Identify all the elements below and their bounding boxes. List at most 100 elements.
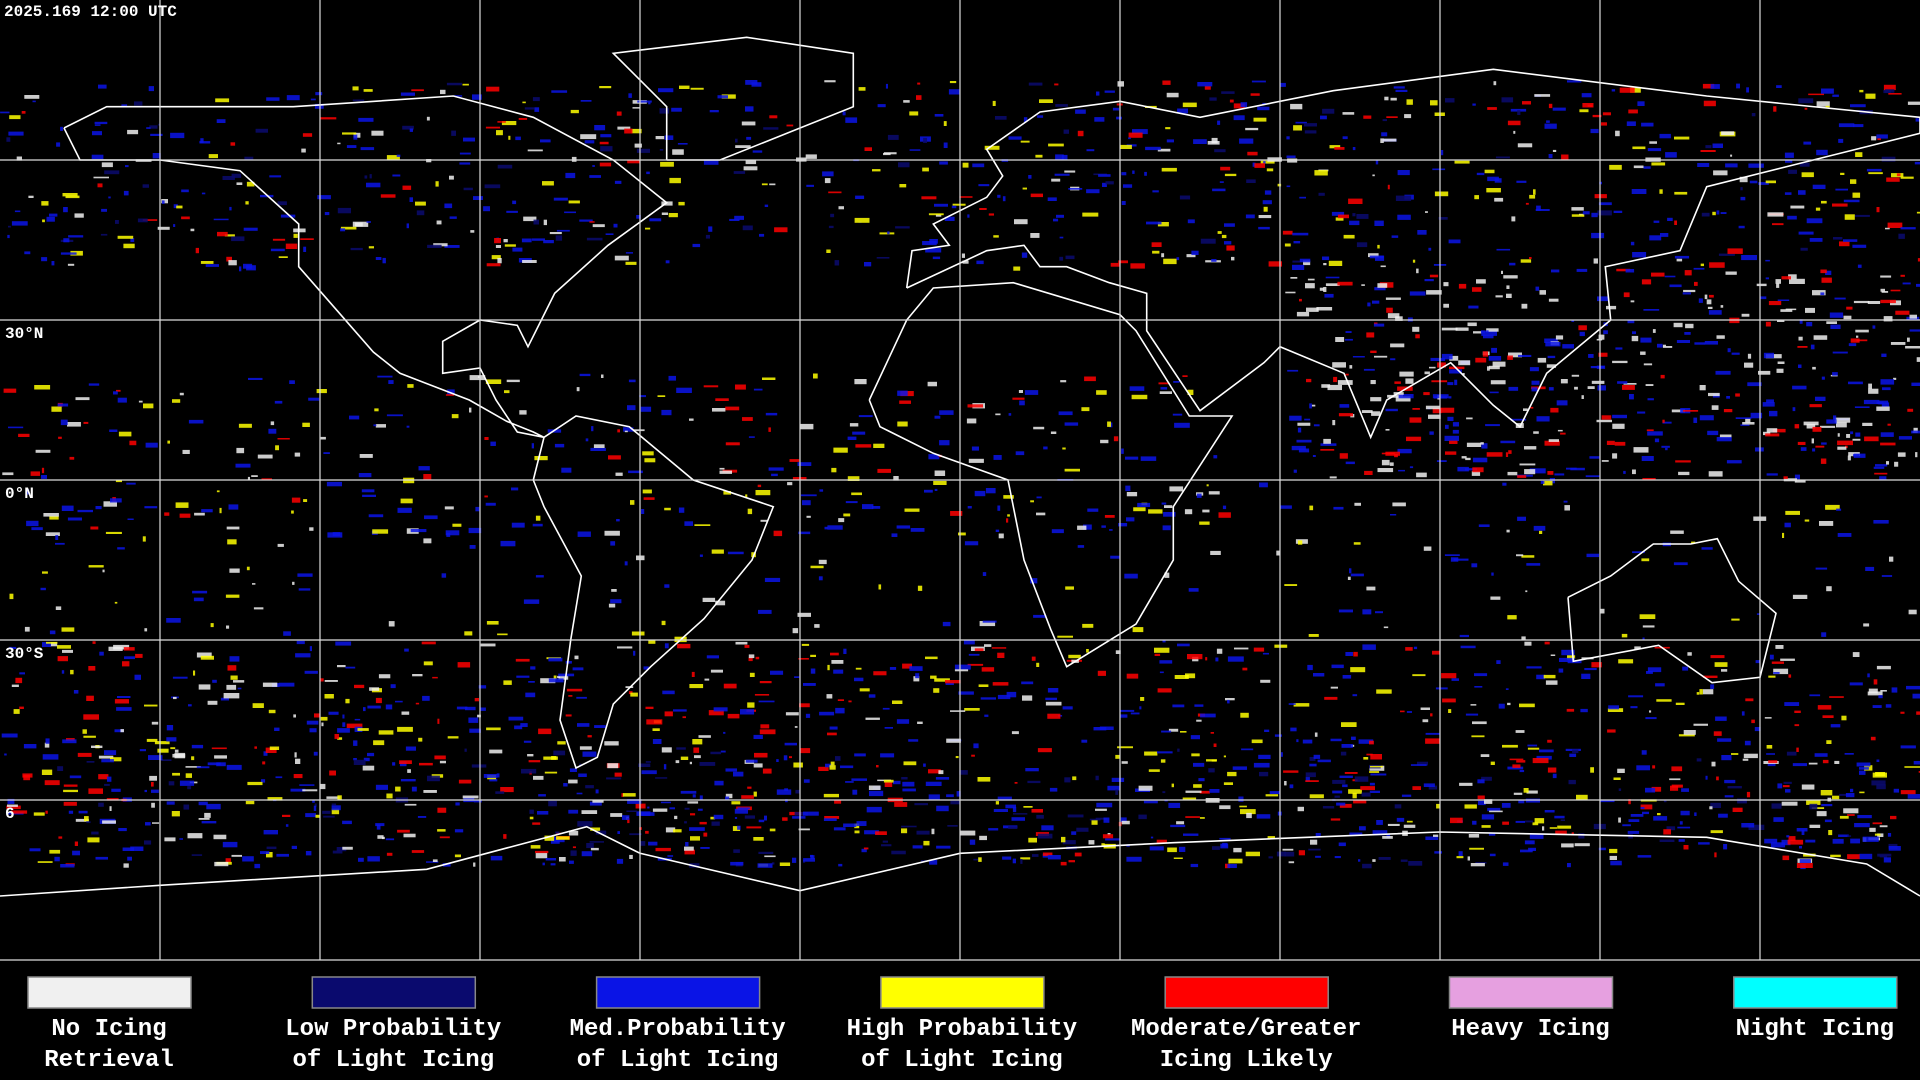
- icing-speckle: [1476, 279, 1486, 284]
- icing-speckle: [1150, 836, 1154, 839]
- icing-speckle: [708, 710, 724, 716]
- icing-speckle: [320, 436, 326, 440]
- icing-speckle: [1820, 425, 1836, 428]
- icing-speckle: [1805, 307, 1815, 313]
- icing-speckle: [329, 770, 336, 776]
- icing-speckle: [1223, 782, 1233, 785]
- icing-speckle: [1803, 421, 1819, 426]
- icing-speckle: [223, 693, 240, 699]
- icing-speckle: [1900, 711, 1905, 714]
- icing-speckle: [967, 663, 984, 666]
- icing-speckle: [1784, 152, 1794, 158]
- icing-speckle: [713, 707, 728, 712]
- icing-speckle: [1036, 814, 1044, 819]
- icing-speckle: [1909, 314, 1917, 319]
- icing-speckle: [903, 100, 910, 103]
- icing-speckle: [568, 809, 579, 814]
- icing-speckle: [1288, 861, 1295, 864]
- icing-speckle: [342, 714, 345, 719]
- icing-speckle: [1627, 830, 1640, 834]
- icing-speckle: [107, 776, 112, 782]
- icing-speckle: [230, 142, 236, 146]
- icing-speckle: [1772, 428, 1786, 433]
- icing-speckle: [117, 696, 131, 698]
- icing-speckle: [792, 628, 799, 634]
- icing-speckle: [854, 217, 870, 223]
- icing-speckle: [1343, 234, 1355, 239]
- icing-speckle: [978, 857, 982, 862]
- icing-speckle: [710, 816, 716, 820]
- icing-speckle: [1777, 319, 1785, 322]
- icing-speckle: [314, 103, 324, 109]
- icing-speckle: [629, 833, 642, 836]
- icing-speckle: [587, 735, 592, 738]
- icing-speckle: [1, 733, 18, 738]
- icing-speckle: [928, 213, 944, 216]
- icing-speckle: [24, 95, 40, 99]
- icing-speckle: [1572, 749, 1579, 754]
- icing-speckle: [1445, 451, 1457, 455]
- icing-speckle: [1328, 260, 1343, 266]
- icing-speckle: [497, 121, 506, 123]
- icing-speckle: [664, 711, 673, 717]
- icing-speckle: [1523, 788, 1529, 793]
- icing-speckle: [1199, 521, 1210, 525]
- icing-speckle: [459, 162, 471, 165]
- icing-speckle: [247, 781, 263, 786]
- icing-speckle: [395, 700, 403, 703]
- icing-speckle: [1426, 290, 1442, 295]
- icing-speckle: [1014, 782, 1018, 784]
- icing-speckle: [818, 766, 829, 771]
- icing-speckle: [533, 775, 544, 780]
- icing-speckle: [322, 810, 331, 814]
- icing-speckle: [1481, 776, 1492, 781]
- icing-speckle: [699, 821, 707, 825]
- icing-speckle: [1502, 482, 1507, 486]
- icing-speckle: [1425, 836, 1439, 840]
- icing-speckle: [1330, 818, 1341, 821]
- icing-speckle: [198, 818, 210, 820]
- icing-speckle: [30, 471, 40, 476]
- icing-speckle: [1788, 836, 1796, 841]
- icing-speckle: [1666, 826, 1676, 831]
- icing-speckle: [1622, 824, 1631, 827]
- icing-speckle: [1350, 573, 1364, 577]
- icing-speckle: [1481, 330, 1497, 336]
- icing-speckle: [1399, 371, 1414, 377]
- icing-speckle: [1262, 200, 1272, 205]
- icing-speckle: [827, 732, 837, 736]
- icing-speckle: [514, 725, 523, 730]
- icing-speckle: [157, 748, 169, 753]
- icing-speckle: [1015, 451, 1025, 456]
- icing-speckle: [407, 769, 411, 773]
- icing-speckle: [544, 771, 558, 774]
- icing-speckle: [367, 705, 381, 709]
- icing-speckle: [1671, 766, 1683, 772]
- icing-speckle: [822, 171, 834, 177]
- icing-speckle: [1525, 590, 1528, 593]
- icing-speckle: [1200, 713, 1216, 718]
- icing-speckle: [764, 815, 767, 821]
- latitude-labels: 30°N0°N30°S6: [5, 325, 44, 823]
- icing-speckle: [1186, 254, 1196, 258]
- icing-speckle: [1030, 233, 1040, 238]
- icing-speckle: [771, 473, 778, 477]
- icing-speckle: [634, 143, 642, 148]
- icing-speckle: [1587, 386, 1595, 389]
- icing-speckle: [745, 759, 758, 763]
- icing-speckle: [278, 682, 295, 687]
- icing-speckle: [1304, 418, 1311, 421]
- icing-speckle: [984, 714, 989, 717]
- icing-speckle: [550, 863, 556, 866]
- icing-speckle: [1873, 466, 1885, 469]
- icing-speckle: [1627, 319, 1635, 324]
- icing-speckle: [1784, 192, 1792, 195]
- icing-speckle: [936, 845, 951, 849]
- icing-speckle: [1680, 810, 1690, 816]
- icing-speckle: [848, 700, 852, 703]
- icing-speckle: [1266, 168, 1274, 172]
- icing-speckle: [1258, 754, 1271, 759]
- icing-speckle: [188, 704, 192, 707]
- icing-speckle: [895, 226, 910, 229]
- icing-speckle: [496, 773, 500, 778]
